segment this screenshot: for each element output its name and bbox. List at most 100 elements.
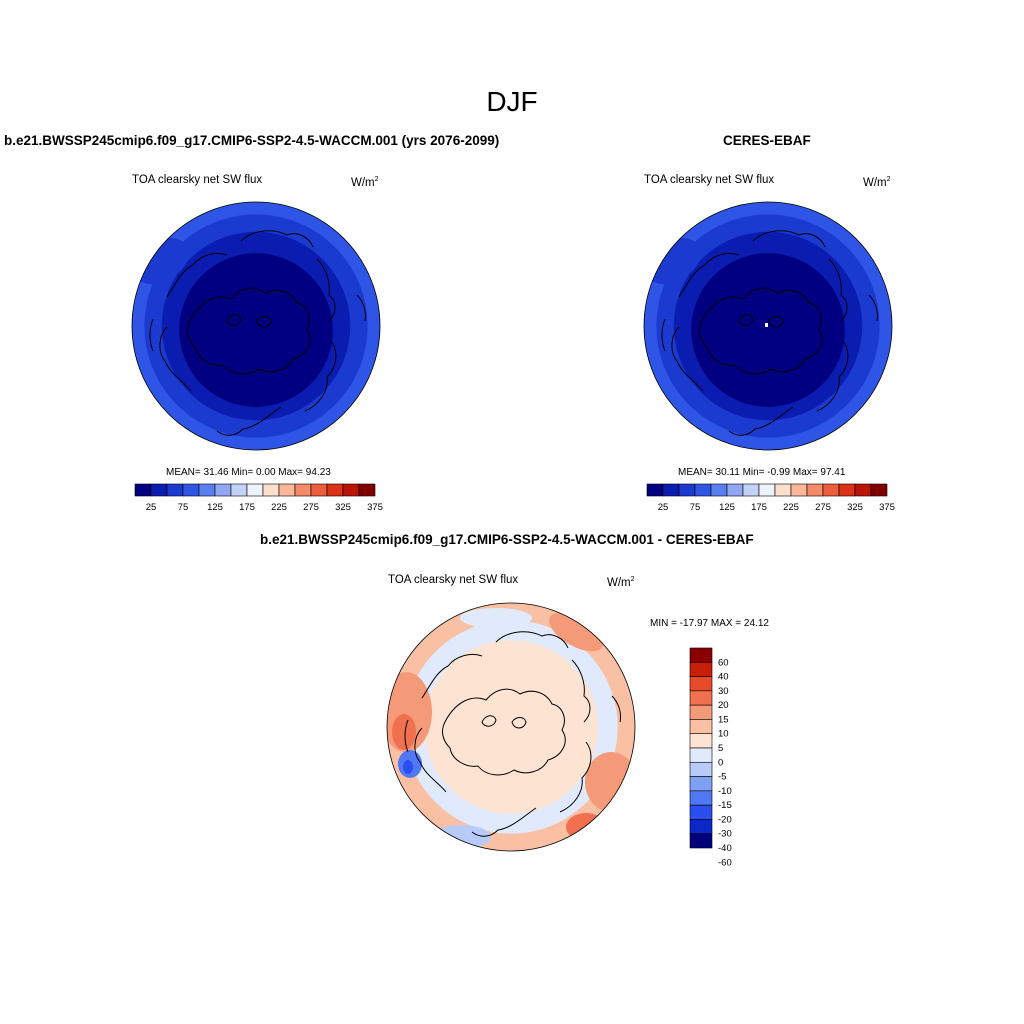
colorbar-swatch-2	[166, 483, 184, 497]
colorbar-tick-label: 40	[718, 672, 729, 683]
colorbar-swatch-6	[230, 483, 248, 497]
colorbar-tick-label: -60	[718, 857, 732, 868]
coastline-2	[571, 659, 591, 723]
coastline-9	[356, 294, 366, 322]
colorbar-swatch-8	[689, 761, 713, 777]
coastlines	[661, 230, 878, 436]
coastline-4	[728, 406, 794, 436]
colorbar-swatch-10	[689, 790, 713, 806]
coastline-9	[611, 695, 621, 723]
colorbar-tick-label: 325	[847, 502, 863, 513]
colorbar-tick-label: -5	[718, 772, 726, 783]
colorbar-swatch-4	[710, 483, 728, 497]
colorbar-tick-label: 175	[239, 502, 255, 513]
obs-polar-map	[643, 201, 893, 451]
colorbar-swatch-7	[758, 483, 776, 497]
colorbar-tick-label: -30	[718, 829, 732, 840]
colorbar-tick-label: 275	[303, 502, 319, 513]
colorbar-tick-label: 225	[271, 502, 287, 513]
colorbar-swatch-3	[694, 483, 712, 497]
coastline-6	[421, 653, 483, 699]
colorbar-swatch-12	[838, 483, 856, 497]
coastline-10	[149, 318, 154, 352]
colorbar-swatch-14	[358, 483, 376, 497]
colorbar-swatch-2	[678, 483, 696, 497]
coastline-10	[404, 719, 409, 753]
colorbar-swatch-3	[689, 690, 713, 706]
coastline-3	[816, 340, 849, 412]
coastline-7	[768, 316, 784, 328]
coastline-5	[414, 727, 447, 793]
coastline-9	[868, 294, 878, 322]
model-colorbar: 25 75 125 175 225 275 325 375	[134, 483, 383, 513]
map-boundary	[386, 602, 636, 852]
coastline-8	[226, 314, 242, 326]
colorbar-tick-label: 175	[751, 502, 767, 513]
diff-units-label: W/m2	[607, 576, 635, 589]
coastline-3	[559, 741, 592, 813]
colorbar-tick-label: 5	[718, 743, 723, 754]
colorbar-tick-label: 75	[690, 502, 701, 513]
contour-patch-7	[460, 608, 532, 628]
coastline-4	[471, 807, 537, 837]
colorbar-tick-label: 225	[783, 502, 799, 513]
contour-patch-3	[403, 760, 413, 774]
coastline-0	[187, 287, 311, 375]
coastlines	[149, 230, 366, 436]
colorbar-swatch-0	[646, 483, 664, 497]
colorbar-swatch-10	[294, 483, 312, 497]
coastline-4	[216, 406, 282, 436]
coastline-3	[304, 340, 337, 412]
diff-polar-map	[386, 602, 636, 852]
colorbar-swatch-11	[822, 483, 840, 497]
colorbar-tick-label: 75	[178, 502, 189, 513]
obs-stats: MEAN= 30.11 Min= -0.99 Max= 97.41	[678, 467, 846, 478]
coastline-8	[738, 314, 754, 326]
diff-stats: MIN = -17.97 MAX = 24.12	[650, 618, 769, 629]
map-boundary	[131, 201, 381, 451]
coastline-1	[495, 631, 569, 649]
colorbar-swatch-9	[278, 483, 296, 497]
colorbar-tick-label: 0	[718, 757, 723, 768]
model-polar-map	[131, 201, 381, 451]
obs-variable-label: TOA clearsky net SW flux	[644, 174, 775, 186]
colorbar-swatch-5	[689, 719, 713, 735]
colorbar-swatch-4	[198, 483, 216, 497]
colorbar-tick-label: 60	[718, 657, 729, 668]
colorbar-swatch-13	[689, 833, 713, 849]
colorbar-tick-label: 325	[335, 502, 351, 513]
colorbar-swatch-6	[742, 483, 760, 497]
model-units-label: W/m2	[351, 176, 379, 189]
colorbar-swatch-12	[689, 819, 713, 835]
coastlines	[404, 631, 621, 837]
contour-patch-5	[585, 752, 635, 812]
contour-patch-6	[566, 813, 606, 841]
coastline-5	[159, 326, 192, 392]
colorbar-tick-label: -40	[718, 843, 732, 854]
colorbar-swatch-5	[214, 483, 232, 497]
contour-band-2	[424, 640, 598, 814]
colorbar-swatch-12	[326, 483, 344, 497]
colorbar-swatch-13	[854, 483, 872, 497]
diff-panel-title: b.e21.BWSSP245cmip6.f09_g17.CMIP6-SSP2-4…	[260, 532, 754, 547]
coastline-7	[256, 316, 272, 328]
colorbar-tick-label: 30	[718, 686, 729, 697]
colorbar-swatch-14	[870, 483, 888, 497]
colorbar-tick-label: -10	[718, 786, 732, 797]
colorbar-tick-label: -15	[718, 800, 732, 811]
colorbar-swatch-11	[310, 483, 328, 497]
colorbar-swatch-8	[262, 483, 280, 497]
contour-patch-4	[549, 612, 603, 652]
diff-variable-label: TOA clearsky net SW flux	[388, 574, 519, 586]
colorbar-swatch-3	[182, 483, 200, 497]
colorbar-swatch-1	[150, 483, 168, 497]
colorbar-tick-label: 125	[207, 502, 223, 513]
colorbar-tick-label: 275	[815, 502, 831, 513]
coastline-6	[166, 252, 228, 298]
contour-patch-1	[392, 714, 416, 750]
colorbar-swatch-9	[790, 483, 808, 497]
colorbar-swatch-2	[689, 676, 713, 692]
diff-colorbar: 60 40 30 20 15 10 5 0 -5 -10 -15 -20 -30 -40 -60	[689, 647, 732, 868]
model-variable-label: TOA clearsky net SW flux	[132, 174, 263, 186]
colorbar-tick-label: 20	[718, 700, 729, 711]
